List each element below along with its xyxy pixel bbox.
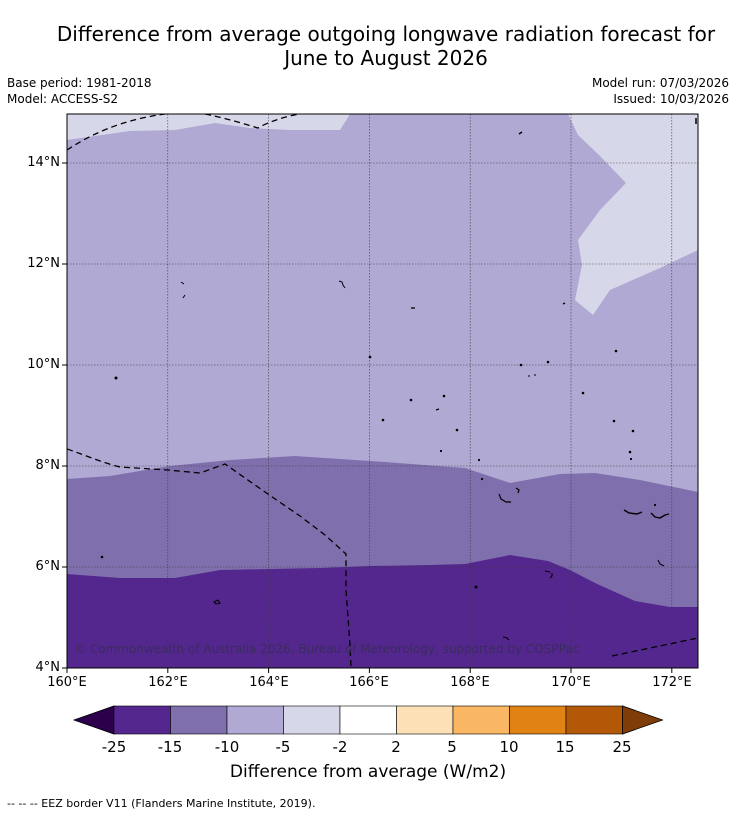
colorbar-extend-low bbox=[72, 705, 115, 735]
colorbar bbox=[72, 705, 664, 735]
colorbar-segment-5 bbox=[396, 705, 454, 735]
model-run: Model run: 07/03/2026 bbox=[591, 76, 729, 90]
islands bbox=[100, 118, 697, 641]
zone-minus5-minus2-east bbox=[67, 114, 698, 315]
axis-ticks bbox=[62, 162, 673, 673]
lat-tick-10n: 10°N bbox=[27, 357, 60, 372]
issued-date: Issued: 10/03/2026 bbox=[613, 92, 729, 106]
title-line-2: June to August 2026 bbox=[284, 46, 488, 70]
cb-label-9: 25 bbox=[612, 738, 632, 756]
cb-label-5: 2 bbox=[391, 738, 401, 756]
base-period: Base period: 1981-2018 bbox=[7, 76, 152, 90]
meta-left: Base period: 1981-2018 Model: ACCESS-S2 bbox=[7, 75, 152, 107]
cb-label-0: -25 bbox=[101, 738, 127, 756]
lat-tick-12n: 12°N bbox=[27, 256, 60, 271]
copyright-notice: © Commonwealth of Australia 2026, Bureau… bbox=[74, 642, 579, 656]
cb-label-4: -2 bbox=[332, 738, 348, 756]
lon-tick-160e: 160°E bbox=[47, 675, 87, 690]
colorbar-segment-6 bbox=[452, 705, 510, 735]
zone-minus25-minus15 bbox=[67, 555, 698, 668]
model-name: Model: ACCESS-S2 bbox=[7, 92, 119, 106]
colorbar-segment-4 bbox=[339, 705, 397, 735]
colorbar-segment-7 bbox=[509, 705, 567, 735]
lat-tick-8n: 8°N bbox=[35, 458, 61, 473]
eez-legend-note: -- -- -- EEZ border V11 (Flanders Marine… bbox=[7, 797, 316, 810]
colorbar-title: Difference from average (W/m2) bbox=[229, 762, 507, 782]
lon-tick-170e: 170°E bbox=[551, 675, 591, 690]
colorbar-segment-0 bbox=[113, 705, 171, 735]
colorbar-segment-1 bbox=[170, 705, 228, 735]
lon-tick-166e: 166°E bbox=[349, 675, 389, 690]
lon-tick-172e: 172°E bbox=[652, 675, 692, 690]
cb-label-1: -15 bbox=[157, 738, 183, 756]
cb-label-6: 5 bbox=[447, 738, 457, 756]
cb-label-2: -10 bbox=[214, 738, 240, 756]
title-line-1: Difference from average outgoing longwav… bbox=[56, 22, 716, 46]
colorbar-segment-2 bbox=[226, 705, 284, 735]
eez-borders bbox=[67, 114, 698, 668]
colorbar-segment-8 bbox=[565, 705, 623, 735]
map-area: © Commonwealth of Australia 2026, Bureau… bbox=[67, 114, 698, 668]
lon-tick-168e: 168°E bbox=[450, 675, 490, 690]
map-frame bbox=[66, 113, 699, 669]
lat-tick-14n: 14°N bbox=[27, 155, 60, 170]
lat-tick-6n: 6°N bbox=[35, 559, 61, 574]
cb-label-7: 10 bbox=[499, 738, 519, 756]
meta-right: Model run: 07/03/2026 Issued: 10/03/2026 bbox=[592, 75, 729, 107]
zone-minus5-minus2-north bbox=[67, 114, 350, 140]
graticule bbox=[67, 114, 698, 668]
colorbar-segment-3 bbox=[283, 705, 341, 735]
chart-title: Difference from average outgoing longwav… bbox=[0, 22, 736, 70]
cb-label-3: -5 bbox=[275, 738, 291, 756]
cb-label-8: 15 bbox=[555, 738, 575, 756]
lat-tick-4n: 4°N bbox=[35, 660, 61, 675]
lon-tick-162e: 162°E bbox=[148, 675, 188, 690]
colorbar-extend-high bbox=[622, 705, 664, 735]
lon-tick-164e: 164°E bbox=[249, 675, 289, 690]
